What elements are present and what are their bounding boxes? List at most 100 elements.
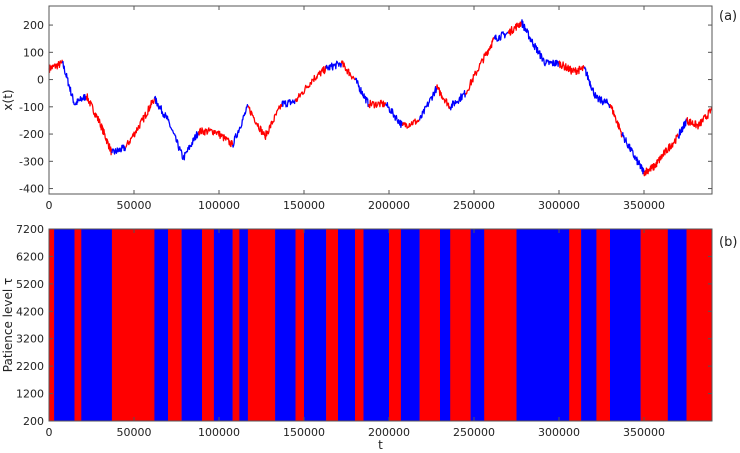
panel-b-x-ticks: 0 50000 100000 150000 200000 250000 300000 3500… — [46, 229, 665, 439]
series-segment — [167, 118, 184, 160]
patience-band — [154, 229, 169, 421]
series-segment — [634, 156, 645, 175]
series-segment — [197, 127, 217, 136]
patience-band — [239, 229, 249, 421]
series-segment — [294, 78, 313, 103]
a-x-tick-label: 350000 — [623, 199, 665, 212]
b-y-tick-label: 6200 — [16, 250, 44, 263]
patience-band — [355, 229, 364, 421]
series-segment — [464, 58, 484, 95]
series-segment — [281, 99, 297, 108]
panel-b-y-axis-label: Patience level τ — [1, 278, 15, 372]
series-segment — [697, 107, 713, 127]
patience-band — [581, 229, 597, 421]
panel-b-label: (b) — [719, 235, 737, 250]
patience-band — [419, 229, 441, 421]
b-y-tick-label: 5200 — [16, 278, 44, 291]
series-segment — [214, 130, 234, 148]
b-x-tick-label: 100000 — [198, 426, 240, 439]
series-segment — [153, 95, 169, 121]
series-segment — [264, 103, 283, 141]
patience-band — [389, 229, 402, 421]
b-x-tick-label: 200000 — [368, 426, 410, 439]
series-segment — [544, 59, 560, 67]
series-segment — [385, 101, 404, 129]
patience-band — [111, 229, 155, 421]
series-segment — [572, 64, 586, 76]
b-x-tick-label: 300000 — [538, 426, 580, 439]
patience-band — [450, 229, 471, 421]
b-y-tick-label: 200 — [23, 415, 44, 428]
panel-a-x-ticks: 0 50000 100000 150000 200000 250000 300000 3500… — [46, 6, 665, 212]
a-x-tick-label: 250000 — [453, 199, 495, 212]
patience-band — [363, 229, 390, 421]
a-x-tick-label: 300000 — [538, 199, 580, 212]
b-x-tick-label: 50000 — [117, 426, 152, 439]
patience-band — [304, 229, 327, 421]
b-y-tick-label: 7200 — [16, 223, 44, 236]
series-segment — [124, 117, 144, 149]
patience-band — [295, 229, 305, 421]
patience-band — [74, 229, 82, 421]
series-segment — [663, 133, 679, 156]
series-segment — [532, 42, 547, 67]
panel-a-line-chart: 0 50000 100000 150000 200000 250000 300000 3500… — [1, 5, 737, 212]
panel-b-y-ticks: 7200 6200 5200 4200 3200 2200 1200 200 — [16, 223, 712, 428]
series-segment — [340, 60, 356, 81]
series-segment — [99, 123, 113, 156]
series-segment — [73, 93, 88, 106]
series-segment — [481, 36, 496, 64]
a-y-tick-label: -300 — [19, 155, 44, 168]
series-segment — [595, 94, 611, 109]
series-segment — [643, 162, 655, 177]
patience-band — [470, 229, 485, 421]
panel-a-frame — [48, 5, 713, 195]
series-segment — [677, 118, 688, 139]
series-segment — [48, 59, 64, 73]
patience-band — [247, 229, 276, 421]
panel-a-y-ticks: 200 100 0 -100 -200 -300 -400 — [19, 19, 712, 196]
b-y-tick-label: 2200 — [16, 360, 44, 373]
series-segment — [85, 93, 101, 124]
panel-a-label: (a) — [719, 9, 737, 24]
patience-band — [49, 229, 55, 421]
panel-b-bands — [49, 229, 713, 421]
b-x-tick-label: 150000 — [283, 426, 325, 439]
patience-band — [275, 229, 296, 421]
patience-band — [81, 229, 113, 421]
series-segment — [507, 21, 522, 36]
panel-b-x-axis-label: t — [378, 438, 383, 452]
patience-band — [569, 229, 582, 421]
a-y-tick-label: 100 — [23, 46, 44, 59]
patience-band — [326, 229, 339, 421]
a-y-tick-label: -200 — [19, 128, 44, 141]
series-segment — [609, 103, 623, 138]
patience-band — [610, 229, 641, 421]
patience-band — [338, 229, 356, 421]
patience-band — [400, 229, 420, 421]
b-y-tick-label: 1200 — [16, 388, 44, 401]
panel-b-heatmap: 0 50000 100000 150000 200000 250000 300000 3500… — [1, 223, 737, 452]
series-segment — [435, 84, 451, 110]
b-y-tick-label: 4200 — [16, 305, 44, 318]
series-segment — [493, 31, 509, 42]
series-segment — [367, 99, 387, 109]
a-x-tick-label: 100000 — [198, 199, 240, 212]
series-segment — [312, 65, 327, 83]
a-x-tick-label: 0 — [46, 199, 53, 212]
patience-band — [516, 229, 570, 421]
patience-band — [232, 229, 240, 421]
patience-band — [440, 229, 451, 421]
series-segment — [621, 131, 637, 160]
patience-band — [596, 229, 611, 421]
b-x-tick-label: 250000 — [453, 426, 495, 439]
series-segment — [111, 144, 127, 155]
a-y-tick-label: -400 — [19, 183, 44, 196]
series-segment — [401, 118, 420, 129]
series-segment — [418, 86, 438, 121]
series-segment — [141, 98, 156, 123]
series-segment — [686, 117, 700, 130]
series-segment — [354, 77, 370, 108]
patience-band — [181, 229, 203, 421]
